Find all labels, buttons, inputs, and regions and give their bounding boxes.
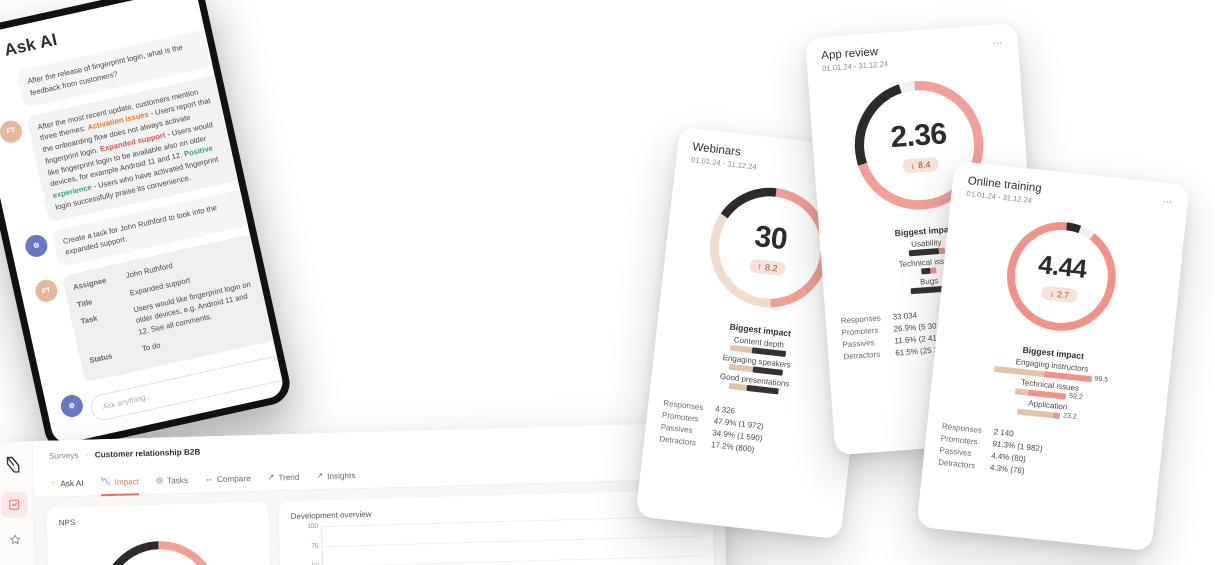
dashboard-board: NPS 70,4 xyxy=(34,479,737,565)
tab-ask-ai[interactable]: ✧ Ask AI xyxy=(49,469,84,497)
online-training-delta-badge: ↓ 2.7 xyxy=(1041,285,1078,304)
sidebar: NO CBU SBU xyxy=(0,441,48,565)
sidebar-item-favourites[interactable] xyxy=(1,526,28,553)
chart-icon xyxy=(8,499,19,510)
y-tick: 75 xyxy=(311,542,319,550)
impact-icon: 📉 xyxy=(100,477,111,487)
tab-label: Insights xyxy=(327,470,356,481)
sparkle-icon: ✧ xyxy=(49,478,57,488)
ask-ai-screen: ✧ Ask AI After the release of fingerprin… xyxy=(0,0,286,446)
webinars-delta-badge: ↑ 8.2 xyxy=(748,257,787,276)
nps-card-title: NPS xyxy=(58,518,76,528)
plot-grid xyxy=(320,515,706,565)
avatar: FT xyxy=(33,277,60,305)
sidebar-item-people[interactable] xyxy=(2,561,29,565)
app-review-delta-badge: ↓ 8.4 xyxy=(902,156,940,174)
impact-value: 59.2 xyxy=(1068,392,1083,402)
nps-donut-svg xyxy=(100,541,220,565)
delta-value: 2.7 xyxy=(1056,289,1070,301)
assistant-avatar-icon-2: ⚙ xyxy=(58,392,85,419)
app-review-card: ⋯ App review 01.01.24 - 31.12.24 2.36 ↓ … xyxy=(804,22,1048,456)
ask-ai-device: ✧ Ask AI After the release of fingerprin… xyxy=(0,0,294,454)
impact-value: 99.5 xyxy=(1094,375,1109,384)
delta-value: 8.2 xyxy=(764,261,779,274)
sidebar-item-impact[interactable] xyxy=(0,491,28,519)
check-circle-icon: ◎ xyxy=(155,475,164,485)
delta-arrow: ↓ xyxy=(1049,288,1055,299)
app-review-value: 2.36 xyxy=(889,116,948,154)
tab-trend[interactable]: ↗ Trend xyxy=(267,463,300,491)
ask-ai-title: Ask AI xyxy=(2,29,59,60)
online-training-donut: 4.44 ↓ 2.7 xyxy=(995,210,1127,342)
assistant-avatar-icon: ⚙ xyxy=(23,232,50,259)
dashboard-window: NO CBU SBU xyxy=(0,421,738,565)
tab-label: Trend xyxy=(278,472,300,482)
app-review-donut: 2.36 ↓ 8.4 xyxy=(843,69,995,221)
tab-tasks[interactable]: ◎ Tasks xyxy=(156,466,189,494)
development-overview-plot: Score 1007550250-25-50-75-100 xyxy=(291,515,706,565)
impact-value: 23.2 xyxy=(1062,412,1077,421)
stat-label: Detractors xyxy=(843,349,881,362)
y-tick: 100 xyxy=(307,522,319,531)
tab-compare[interactable]: ↔ Compare xyxy=(205,465,251,493)
nps-center: 70,4 ↑ 0.2 xyxy=(92,533,228,565)
nps-card: NPS 70,4 xyxy=(46,501,275,565)
online-training-value: 4.44 xyxy=(1036,249,1088,284)
dashboard-content: Surveys › Customer relationship B2B ✧ As… xyxy=(32,421,738,565)
more-horizontal-icon[interactable]: ⋯ xyxy=(1161,196,1175,209)
tab-label: Tasks xyxy=(166,475,189,485)
breadcrumb-separator: › xyxy=(85,451,88,459)
tab-label: Compare xyxy=(216,473,251,484)
tab-label: Ask AI xyxy=(60,478,84,488)
webinars-value: 30 xyxy=(753,219,789,256)
more-horizontal-icon[interactable]: ⋯ xyxy=(992,37,1005,50)
breadcrumb-current: Customer relationship B2B xyxy=(94,447,201,459)
tab-label: Impact xyxy=(114,476,140,487)
task-label-task: Task xyxy=(79,313,99,326)
app-logo[interactable] xyxy=(1,453,24,476)
trend-line xyxy=(322,516,711,565)
compare-icon: ↔ xyxy=(204,474,214,484)
delta-arrow: ↑ xyxy=(757,260,763,272)
delta-value: 8.4 xyxy=(917,158,931,170)
delta-arrow: ↓ xyxy=(910,160,916,171)
nps-donut: 70,4 ↑ 0.2 Promoters xyxy=(92,533,228,565)
arrow-up-right-icon: ↗ xyxy=(267,472,275,482)
avatar: FT xyxy=(0,118,25,145)
online-training-card: ⋯ Online training 01.01.24 - 31.12.24 4.… xyxy=(916,160,1190,552)
insights-icon: ↗ xyxy=(316,471,324,481)
star-icon xyxy=(9,534,21,545)
breadcrumb-root[interactable]: Surveys xyxy=(48,450,79,461)
tab-insights[interactable]: ↗ Insights xyxy=(316,462,356,490)
tab-impact[interactable]: 📉 Impact xyxy=(100,468,139,496)
